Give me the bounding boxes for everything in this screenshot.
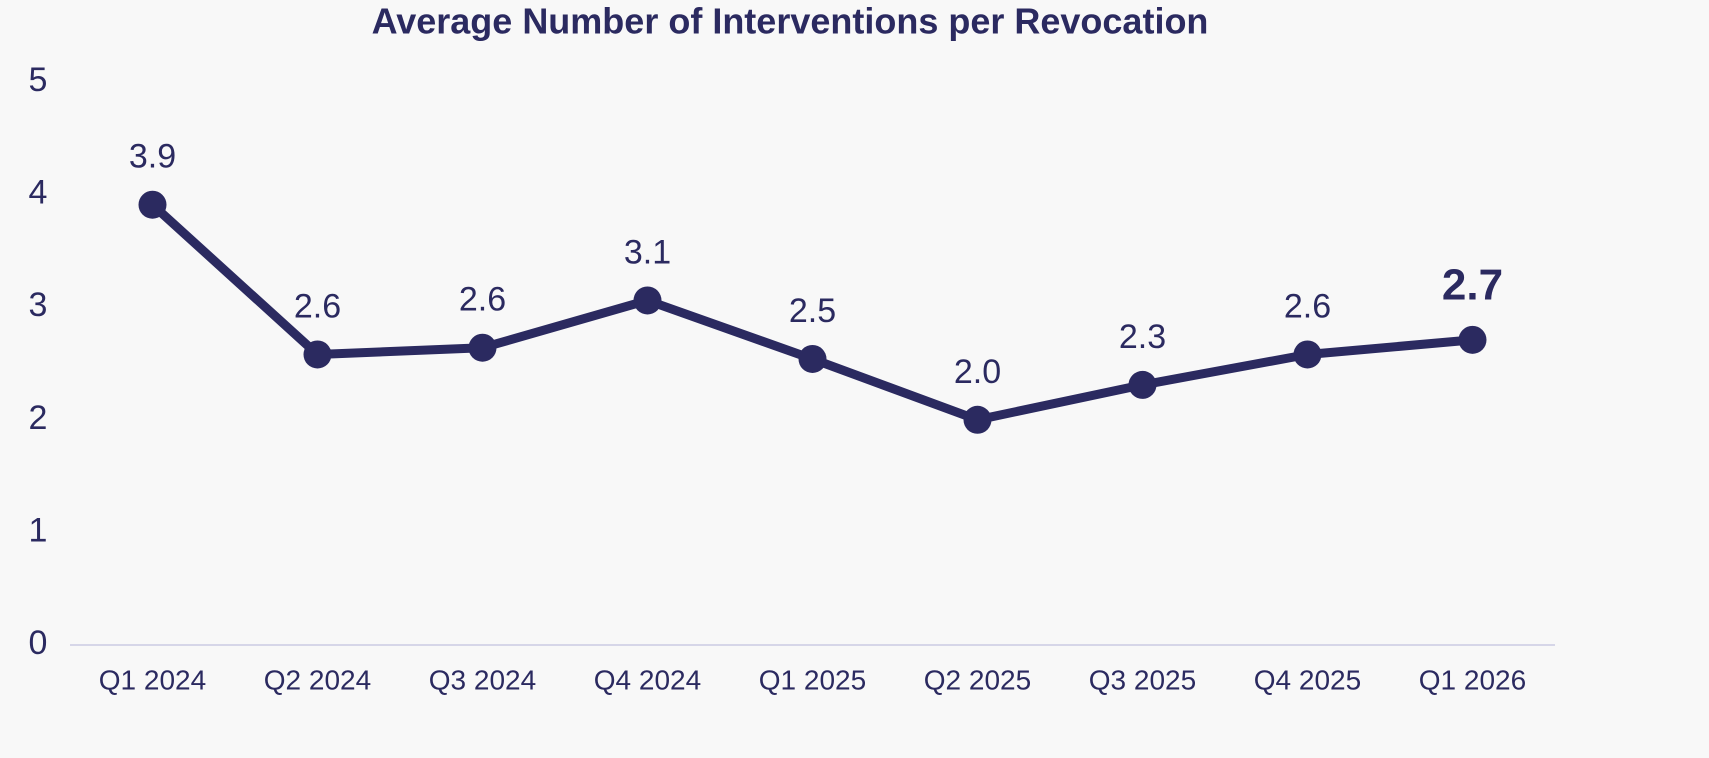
data-label: 2.6 bbox=[1284, 287, 1331, 325]
data-label: 3.1 bbox=[624, 233, 671, 271]
x-tick-label: Q2 2024 bbox=[264, 664, 371, 695]
data-point bbox=[1293, 340, 1322, 369]
y-tick-label: 0 bbox=[29, 624, 48, 662]
y-tick-label: 4 bbox=[29, 174, 48, 212]
data-point bbox=[963, 405, 992, 434]
x-tick-label: Q2 2025 bbox=[924, 664, 1031, 695]
data-label: 2.6 bbox=[459, 281, 506, 319]
data-point bbox=[633, 286, 662, 315]
data-label: 3.9 bbox=[129, 138, 176, 176]
data-point bbox=[468, 333, 497, 362]
y-tick-label: 5 bbox=[29, 61, 48, 99]
data-label: 2.7 bbox=[1442, 260, 1503, 309]
x-tick-label: Q1 2024 bbox=[99, 664, 206, 695]
y-tick-label: 2 bbox=[29, 399, 48, 437]
chart-title: Average Number of Interventions per Revo… bbox=[372, 1, 1209, 42]
x-tick-label: Q3 2025 bbox=[1089, 664, 1196, 695]
data-point bbox=[1458, 325, 1487, 354]
x-tick-label: Q1 2025 bbox=[759, 664, 866, 695]
data-point bbox=[1128, 370, 1157, 399]
data-label: 2.0 bbox=[954, 353, 1001, 391]
y-tick-label: 3 bbox=[29, 286, 48, 324]
data-point bbox=[138, 190, 167, 219]
data-label: 2.6 bbox=[294, 287, 341, 325]
x-tick-label: Q1 2026 bbox=[1419, 664, 1526, 695]
data-label: 2.5 bbox=[789, 292, 836, 330]
x-tick-label: Q4 2024 bbox=[594, 664, 701, 695]
data-point bbox=[303, 340, 332, 369]
data-point bbox=[798, 344, 827, 373]
x-tick-label: Q3 2024 bbox=[429, 664, 536, 695]
data-label: 2.3 bbox=[1119, 318, 1166, 356]
y-tick-label: 1 bbox=[29, 511, 48, 549]
x-tick-label: Q4 2025 bbox=[1254, 664, 1361, 695]
